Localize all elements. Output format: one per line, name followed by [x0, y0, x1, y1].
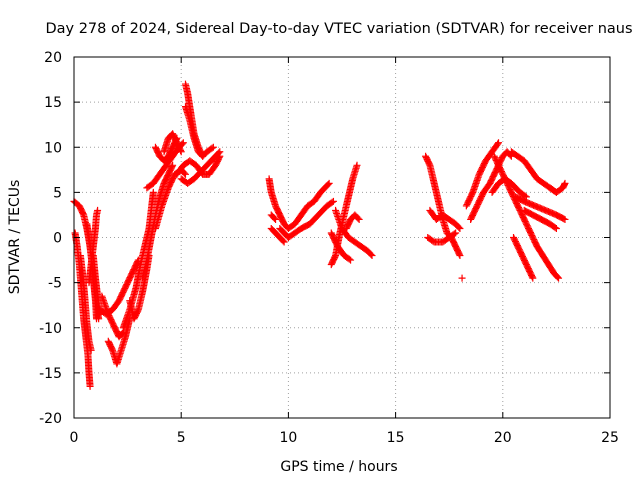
data-point [215, 149, 223, 157]
data-point [452, 229, 460, 237]
data-point [172, 136, 180, 144]
series-arc-9 [104, 315, 134, 368]
data-point [495, 139, 503, 147]
data-point [561, 215, 569, 223]
series-arc-27 [332, 206, 376, 260]
data-point [324, 180, 332, 188]
series-arc-41 [546, 179, 569, 196]
data-point [455, 223, 463, 231]
series-arc-30 [426, 206, 464, 232]
y-tick-label: 15 [44, 95, 62, 111]
x-tick-label: 20 [494, 430, 512, 446]
series-arc-34 [462, 139, 503, 210]
data-point [450, 230, 458, 238]
x-tick-label: 0 [70, 430, 79, 446]
data-point [494, 140, 502, 148]
data-point [551, 224, 559, 232]
series-arc-39 [512, 193, 569, 223]
data-point [455, 250, 463, 258]
series-arc-37 [490, 152, 563, 282]
y-tick-label: 10 [44, 140, 62, 156]
series-arc-16 [151, 134, 181, 165]
data-point [529, 274, 537, 282]
y-tick-label: -10 [39, 321, 62, 337]
data-point [93, 315, 101, 323]
data-point [328, 198, 336, 206]
y-tick-label: 5 [53, 185, 62, 201]
series-arc-38 [510, 234, 537, 282]
series-arc-19 [173, 152, 224, 178]
series-arc-17 [181, 80, 207, 160]
data-point [368, 252, 376, 260]
data-point [169, 161, 177, 169]
y-axis-label: SDTVAR / TECUs [7, 180, 23, 295]
y-tick-label: -5 [48, 276, 62, 292]
series-arc-32 [458, 274, 466, 282]
y-tick-label: -20 [39, 411, 62, 427]
data-point [560, 215, 568, 223]
data-point [458, 274, 466, 282]
data-point [553, 273, 561, 281]
series-arc-20 [177, 148, 224, 187]
series-arc-3 [76, 252, 95, 354]
series-arc-22 [276, 197, 337, 241]
series-arc-29 [422, 152, 464, 260]
data-point [280, 238, 288, 246]
series-arc-40 [520, 206, 560, 232]
data-point [354, 214, 362, 222]
series-arc-15 [160, 130, 185, 156]
data-point [329, 197, 337, 205]
y-tick-label: -15 [39, 366, 62, 382]
data-point [456, 224, 464, 232]
series-arc-21 [265, 175, 333, 232]
data-point [86, 382, 94, 390]
series-arc-8 [98, 292, 127, 341]
chart-title: Day 278 of 2024, Sidereal Day-to-day VTE… [45, 21, 632, 37]
data-point [347, 256, 355, 264]
data-point [149, 188, 157, 196]
series-arc-24 [267, 211, 280, 223]
series-arc-28 [342, 211, 363, 232]
data-point [177, 146, 185, 154]
data-point [279, 237, 287, 245]
data-point [270, 214, 278, 222]
data-point [87, 346, 95, 354]
data-point [180, 169, 188, 177]
data-point [177, 148, 185, 156]
x-tick-label: 25 [601, 430, 619, 446]
series-arc-26 [327, 229, 355, 264]
data-point [94, 206, 102, 214]
series-arc-23 [267, 224, 288, 246]
data-point [181, 170, 189, 178]
data-point [179, 139, 187, 147]
data-point [528, 273, 536, 281]
data-point [561, 179, 569, 187]
x-tick-label: 10 [279, 430, 297, 446]
data-point [355, 215, 363, 223]
x-axis-label: GPS time / hours [280, 459, 397, 475]
data-point [173, 134, 181, 142]
data-point [209, 143, 217, 151]
y-tick-label: 0 [53, 231, 62, 247]
data-point [345, 255, 353, 263]
data-point [521, 192, 529, 200]
points-layer [70, 80, 569, 390]
data-point [555, 274, 563, 282]
data-point [552, 224, 560, 232]
y-tick-label: 20 [44, 50, 62, 66]
data-point [456, 252, 464, 260]
data-point [216, 148, 224, 156]
x-tick-label: 15 [387, 430, 405, 446]
data-point [168, 163, 176, 171]
ticks-layer: 0 5 10 15 20 25 -20 -15 -10 -5 0 5 10 15 20 [39, 50, 619, 446]
x-tick-label: 5 [177, 430, 186, 446]
series-arc-18 [181, 103, 217, 160]
data-point [208, 144, 216, 152]
series-arc-31 [424, 229, 460, 246]
data-point [325, 179, 333, 187]
data-point [367, 250, 375, 258]
data-point [272, 215, 280, 223]
data-point [353, 161, 361, 169]
